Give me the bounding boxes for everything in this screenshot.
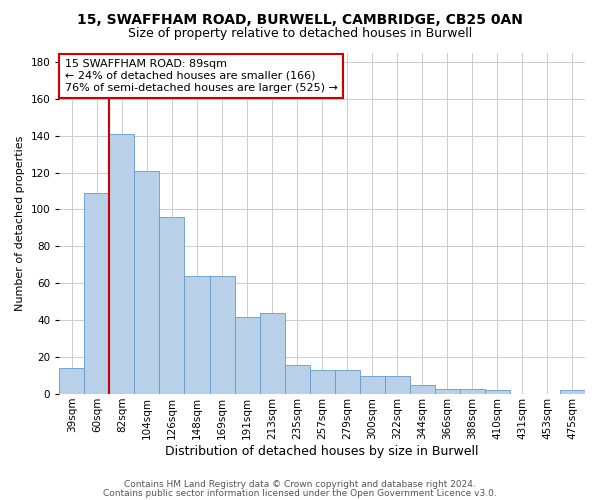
Bar <box>410 385 435 394</box>
Bar <box>284 364 310 394</box>
Y-axis label: Number of detached properties: Number of detached properties <box>15 136 25 311</box>
Bar <box>109 134 134 394</box>
Bar <box>184 276 209 394</box>
Text: 15, SWAFFHAM ROAD, BURWELL, CAMBRIDGE, CB25 0AN: 15, SWAFFHAM ROAD, BURWELL, CAMBRIDGE, C… <box>77 12 523 26</box>
Bar <box>310 370 335 394</box>
Text: Contains public sector information licensed under the Open Government Licence v3: Contains public sector information licen… <box>103 489 497 498</box>
X-axis label: Distribution of detached houses by size in Burwell: Distribution of detached houses by size … <box>166 444 479 458</box>
Bar <box>485 390 510 394</box>
Bar <box>335 370 360 394</box>
Bar <box>460 388 485 394</box>
Text: 15 SWAFFHAM ROAD: 89sqm
← 24% of detached houses are smaller (166)
76% of semi-d: 15 SWAFFHAM ROAD: 89sqm ← 24% of detache… <box>65 60 337 92</box>
Bar <box>134 170 160 394</box>
Text: Size of property relative to detached houses in Burwell: Size of property relative to detached ho… <box>128 28 472 40</box>
Text: Contains HM Land Registry data © Crown copyright and database right 2024.: Contains HM Land Registry data © Crown c… <box>124 480 476 489</box>
Bar <box>260 313 284 394</box>
Bar <box>85 193 109 394</box>
Bar <box>59 368 85 394</box>
Bar <box>160 217 184 394</box>
Bar <box>560 390 585 394</box>
Bar <box>235 316 260 394</box>
Bar <box>209 276 235 394</box>
Bar <box>435 388 460 394</box>
Bar <box>360 376 385 394</box>
Bar <box>385 376 410 394</box>
